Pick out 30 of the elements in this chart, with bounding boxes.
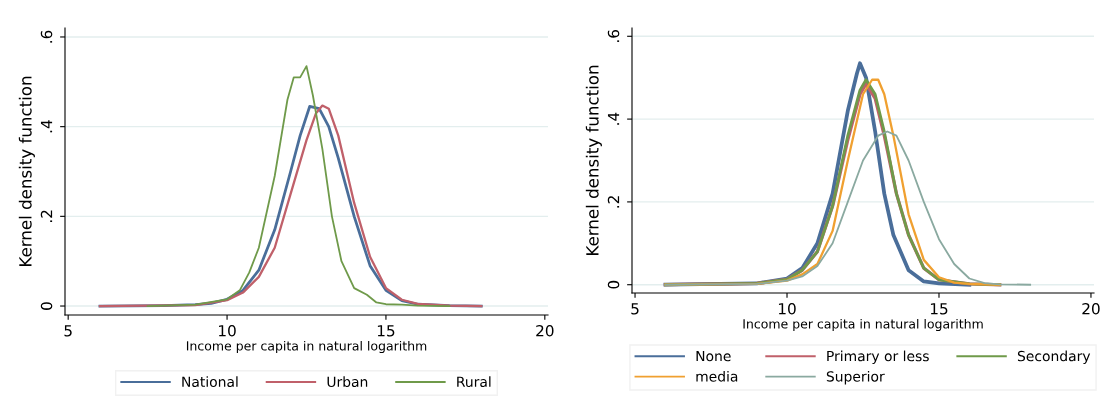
legend-label: Secondary bbox=[1017, 350, 1091, 364]
y-tick-label: .4 bbox=[607, 112, 620, 125]
y-tick-label: 0 bbox=[607, 280, 620, 289]
x-tick-label: 10 bbox=[219, 324, 236, 337]
x-tick-label: 5 bbox=[631, 303, 639, 315]
x-tick-label: 10 bbox=[778, 302, 796, 315]
y-tick-label: .6 bbox=[607, 29, 620, 42]
x-axis-title: Income per capita in natural logarithm bbox=[743, 318, 983, 331]
y-axis-title: Kernel density function bbox=[18, 76, 35, 266]
x-tick-label: 20 bbox=[536, 324, 554, 337]
y-tick-label: .2 bbox=[40, 210, 53, 222]
y-tick-label: 0 bbox=[40, 302, 53, 310]
x-tick-label: 5 bbox=[64, 325, 72, 337]
legend-label: Superior bbox=[826, 370, 885, 385]
line-series bbox=[664, 130, 1032, 286]
x-tick-label: 20 bbox=[1082, 302, 1100, 315]
x-tick-label: 15 bbox=[377, 325, 395, 337]
x-tick-label: 15 bbox=[930, 303, 948, 315]
y-tick-label: .2 bbox=[607, 196, 620, 208]
legend-label: media bbox=[696, 370, 738, 382]
x-axis-title: Income per capita in natural logarithm bbox=[186, 340, 427, 353]
legend-label: Urban bbox=[327, 376, 368, 388]
legend-label: National bbox=[182, 376, 238, 388]
y-tick-label: .4 bbox=[40, 120, 53, 133]
y-axis-title: Kernel density function bbox=[585, 65, 602, 255]
line-series bbox=[146, 65, 451, 307]
legend-label: Primary or less bbox=[827, 350, 929, 364]
y-tick-label: .6 bbox=[40, 30, 53, 43]
legend-label: None bbox=[696, 350, 731, 362]
legend-label: Rural bbox=[457, 376, 491, 388]
